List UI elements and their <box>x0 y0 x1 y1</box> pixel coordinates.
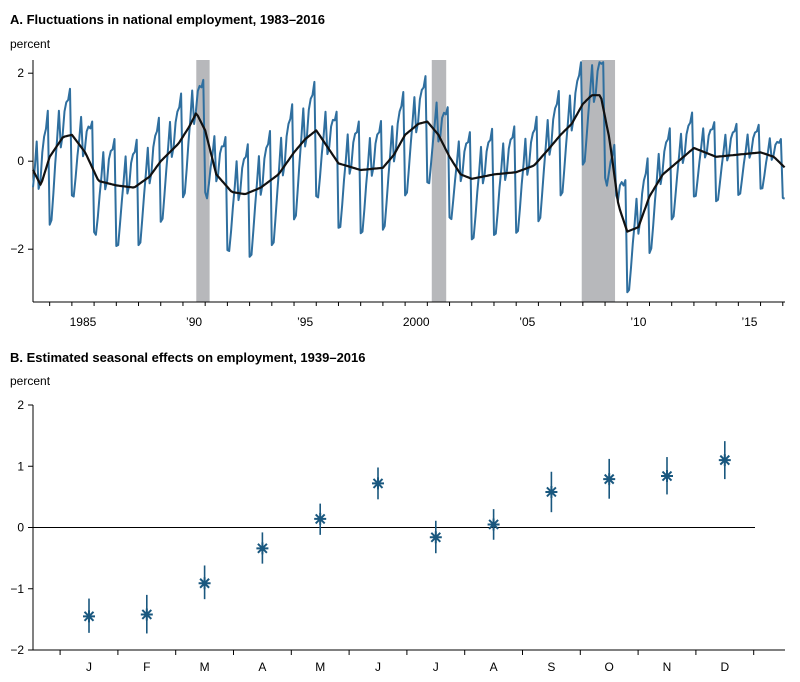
panel-a-series <box>32 61 786 294</box>
x-tick-label: J <box>433 660 439 674</box>
x-tick-label: 2000 <box>403 315 430 329</box>
y-tick-label: −2 <box>10 242 24 256</box>
seasonal-effect-marker <box>256 542 269 555</box>
panel-b-title: B. Estimated seasonal effects on employm… <box>10 350 366 365</box>
seasonal-effect-marker <box>603 473 616 486</box>
panel-a: A. Fluctuations in national employment, … <box>10 12 786 329</box>
seasonal-effect-marker <box>198 577 211 590</box>
y-tick-label: 0 <box>17 154 24 168</box>
panel-b: B. Estimated seasonal effects on employm… <box>10 350 785 674</box>
y-tick-label: −1 <box>10 582 24 596</box>
x-tick-label: ’15 <box>741 315 757 329</box>
seasonal-effect-marker <box>661 470 673 483</box>
y-tick-label: 0 <box>17 521 24 535</box>
x-tick-label: S <box>547 660 555 674</box>
x-tick-label: ’05 <box>519 315 535 329</box>
panel-a-ylabel: percent <box>10 37 51 51</box>
x-tick-label: ’90 <box>186 315 202 329</box>
panel-b-ylabel: percent <box>10 374 51 388</box>
y-tick-label: 1 <box>17 459 24 473</box>
recession-band <box>581 60 616 302</box>
panel-a-title: A. Fluctuations in national employment, … <box>10 12 325 27</box>
x-tick-label: N <box>663 660 672 674</box>
x-tick-label: 1985 <box>70 315 97 329</box>
recession-band <box>431 60 447 302</box>
x-tick-label: M <box>315 660 325 674</box>
seasonal-effect-marker <box>372 477 384 490</box>
seasonal-effect-marker <box>545 485 558 498</box>
y-tick-label: −2 <box>10 643 24 657</box>
x-tick-label: A <box>258 660 266 674</box>
x-tick-label: ’95 <box>297 315 313 329</box>
employment-series-line <box>32 61 786 294</box>
x-tick-label: ’10 <box>630 315 646 329</box>
seasonal-effect-marker <box>487 518 500 531</box>
panel-b-marks <box>83 441 731 634</box>
y-tick-label: 2 <box>17 66 24 80</box>
panel-a-axes: 2 0 −2 1985 ’90 ’95 2000 ’05 ’10 ’15 <box>10 60 785 329</box>
seasonal-effect-marker <box>140 608 153 621</box>
x-tick-label: J <box>375 660 381 674</box>
x-tick-label: M <box>200 660 210 674</box>
seasonal-effect-marker <box>718 454 731 467</box>
x-tick-label: A <box>490 660 498 674</box>
x-tick-label: O <box>605 660 614 674</box>
seasonal-effect-marker <box>429 531 442 544</box>
y-tick-label: 2 <box>17 398 24 412</box>
panel-b-axes: 2 1 0 −1 −2 J F M A M J J A S O N D <box>10 398 785 674</box>
trend-line <box>32 94 786 233</box>
seasonal-effect-marker <box>83 610 95 623</box>
seasonal-effect-marker <box>314 512 327 525</box>
x-tick-label: J <box>86 660 92 674</box>
x-tick-label: D <box>720 660 729 674</box>
x-tick-label: F <box>143 660 150 674</box>
